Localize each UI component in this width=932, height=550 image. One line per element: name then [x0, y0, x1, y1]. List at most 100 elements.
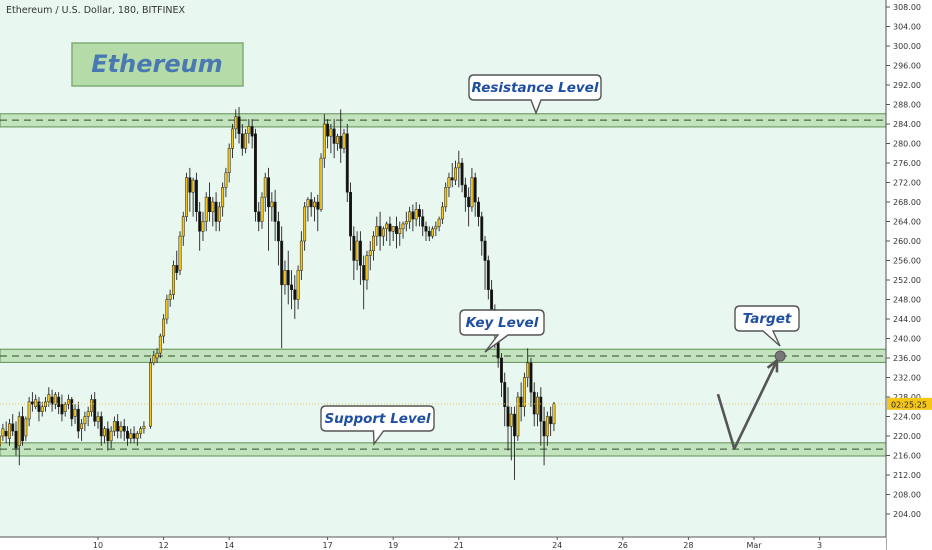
- candle: [375, 216, 379, 246]
- candle-body-up: [454, 167, 457, 181]
- candle-body-up: [368, 250, 372, 256]
- price-tick-label: 268.00: [893, 198, 921, 207]
- candle: [244, 128, 248, 154]
- price-tick-label: 232.00: [893, 374, 921, 383]
- candle: [329, 124, 333, 154]
- candle-body-down: [349, 192, 353, 237]
- candle: [103, 426, 107, 444]
- candle: [372, 231, 375, 261]
- candle: [158, 333, 162, 358]
- candle: [11, 414, 15, 436]
- candle-body-down: [250, 126, 254, 137]
- candle-body-up: [509, 413, 513, 427]
- candle-body-up: [299, 240, 303, 271]
- candle: [57, 392, 61, 415]
- candle: [93, 392, 97, 427]
- candle: [70, 397, 74, 427]
- candle-body-down: [421, 216, 425, 227]
- candle: [129, 428, 133, 444]
- projection-arrow: [716, 359, 779, 450]
- price-tick-label: 216.00: [893, 452, 921, 461]
- candle-body-down: [70, 399, 74, 420]
- candle: [503, 372, 507, 427]
- candle: [299, 231, 303, 280]
- candle: [253, 128, 257, 222]
- symbol-title: Ethereum / U.S. Dollar, 180, BITFINEX: [6, 5, 186, 16]
- candle-body-up: [135, 433, 139, 439]
- candle: [434, 221, 438, 237]
- candle: [450, 163, 454, 188]
- candle-body-up: [516, 396, 520, 437]
- candle-body-down: [378, 226, 382, 237]
- price-axis[interactable]: 308.00 304.00 300.00 296.00 292.00 288.00 284.…: [885, 0, 932, 550]
- candle: [1, 423, 5, 441]
- candle: [191, 177, 195, 217]
- candle: [142, 421, 146, 434]
- candle-body-up: [234, 116, 238, 130]
- candle: [60, 394, 64, 422]
- candle: [14, 421, 18, 456]
- candle: [447, 172, 451, 198]
- candle-body-up: [444, 187, 448, 208]
- candle: [293, 275, 297, 319]
- candle: [526, 348, 530, 388]
- candle: [408, 206, 412, 229]
- candle-body-down: [132, 433, 136, 439]
- candle-body-down: [358, 240, 362, 266]
- candle: [250, 119, 254, 149]
- candle: [30, 392, 34, 412]
- time-axis[interactable]: 10 12 14 17 19 21 24 26 28 Mar 3: [0, 536, 886, 550]
- candle-body-up: [227, 148, 231, 173]
- candle: [414, 202, 418, 227]
- candle-body-up: [201, 221, 205, 232]
- candle-body-up: [306, 199, 310, 208]
- candle: [286, 250, 290, 305]
- candle-body-down: [106, 428, 110, 442]
- key-level-callout-label: Key Level: [466, 315, 539, 331]
- candle: [545, 411, 549, 446]
- candle-body-up: [17, 416, 21, 446]
- candle: [86, 406, 90, 427]
- candle: [460, 158, 464, 193]
- price-tick-label: 304.00: [893, 23, 921, 32]
- candle-body-up: [440, 206, 444, 220]
- candle-body-up: [414, 209, 418, 220]
- candle-body-up: [149, 362, 152, 427]
- candle: [522, 372, 526, 417]
- candle: [37, 397, 41, 422]
- candle: [342, 128, 346, 154]
- candle-body-up: [408, 211, 412, 222]
- candle-body-up: [204, 196, 208, 222]
- price-tick-label: 208.00: [893, 491, 921, 500]
- candle-body-down: [122, 426, 126, 432]
- candle: [303, 202, 307, 251]
- candle-body-up: [391, 226, 395, 232]
- candle-body-up: [263, 177, 267, 198]
- candle-body-up: [398, 228, 402, 234]
- candle: [99, 411, 103, 446]
- candle-body-up: [181, 216, 185, 237]
- candle-body-up: [522, 377, 526, 407]
- candle: [290, 270, 293, 310]
- target-callout-bubble: [734, 305, 800, 347]
- price-tick-label: 252.00: [893, 276, 921, 285]
- price-tick-label: 260.00: [893, 237, 921, 246]
- candle-body-down: [14, 430, 18, 449]
- candle: [175, 250, 179, 280]
- candle: [119, 421, 123, 439]
- candle: [424, 221, 428, 241]
- candle-body-down: [542, 421, 546, 437]
- candle-body-down: [276, 221, 280, 242]
- candle: [339, 109, 343, 163]
- candle: [358, 231, 362, 285]
- candle-body-up: [53, 394, 57, 405]
- candle-body-up: [34, 399, 38, 407]
- candle-body-down: [519, 396, 523, 407]
- candle-body-down: [50, 396, 54, 405]
- candle: [467, 187, 471, 227]
- candle-body-down: [290, 284, 293, 290]
- candle-body-down: [490, 289, 494, 310]
- candle: [263, 172, 267, 212]
- candle-body-down: [362, 265, 366, 281]
